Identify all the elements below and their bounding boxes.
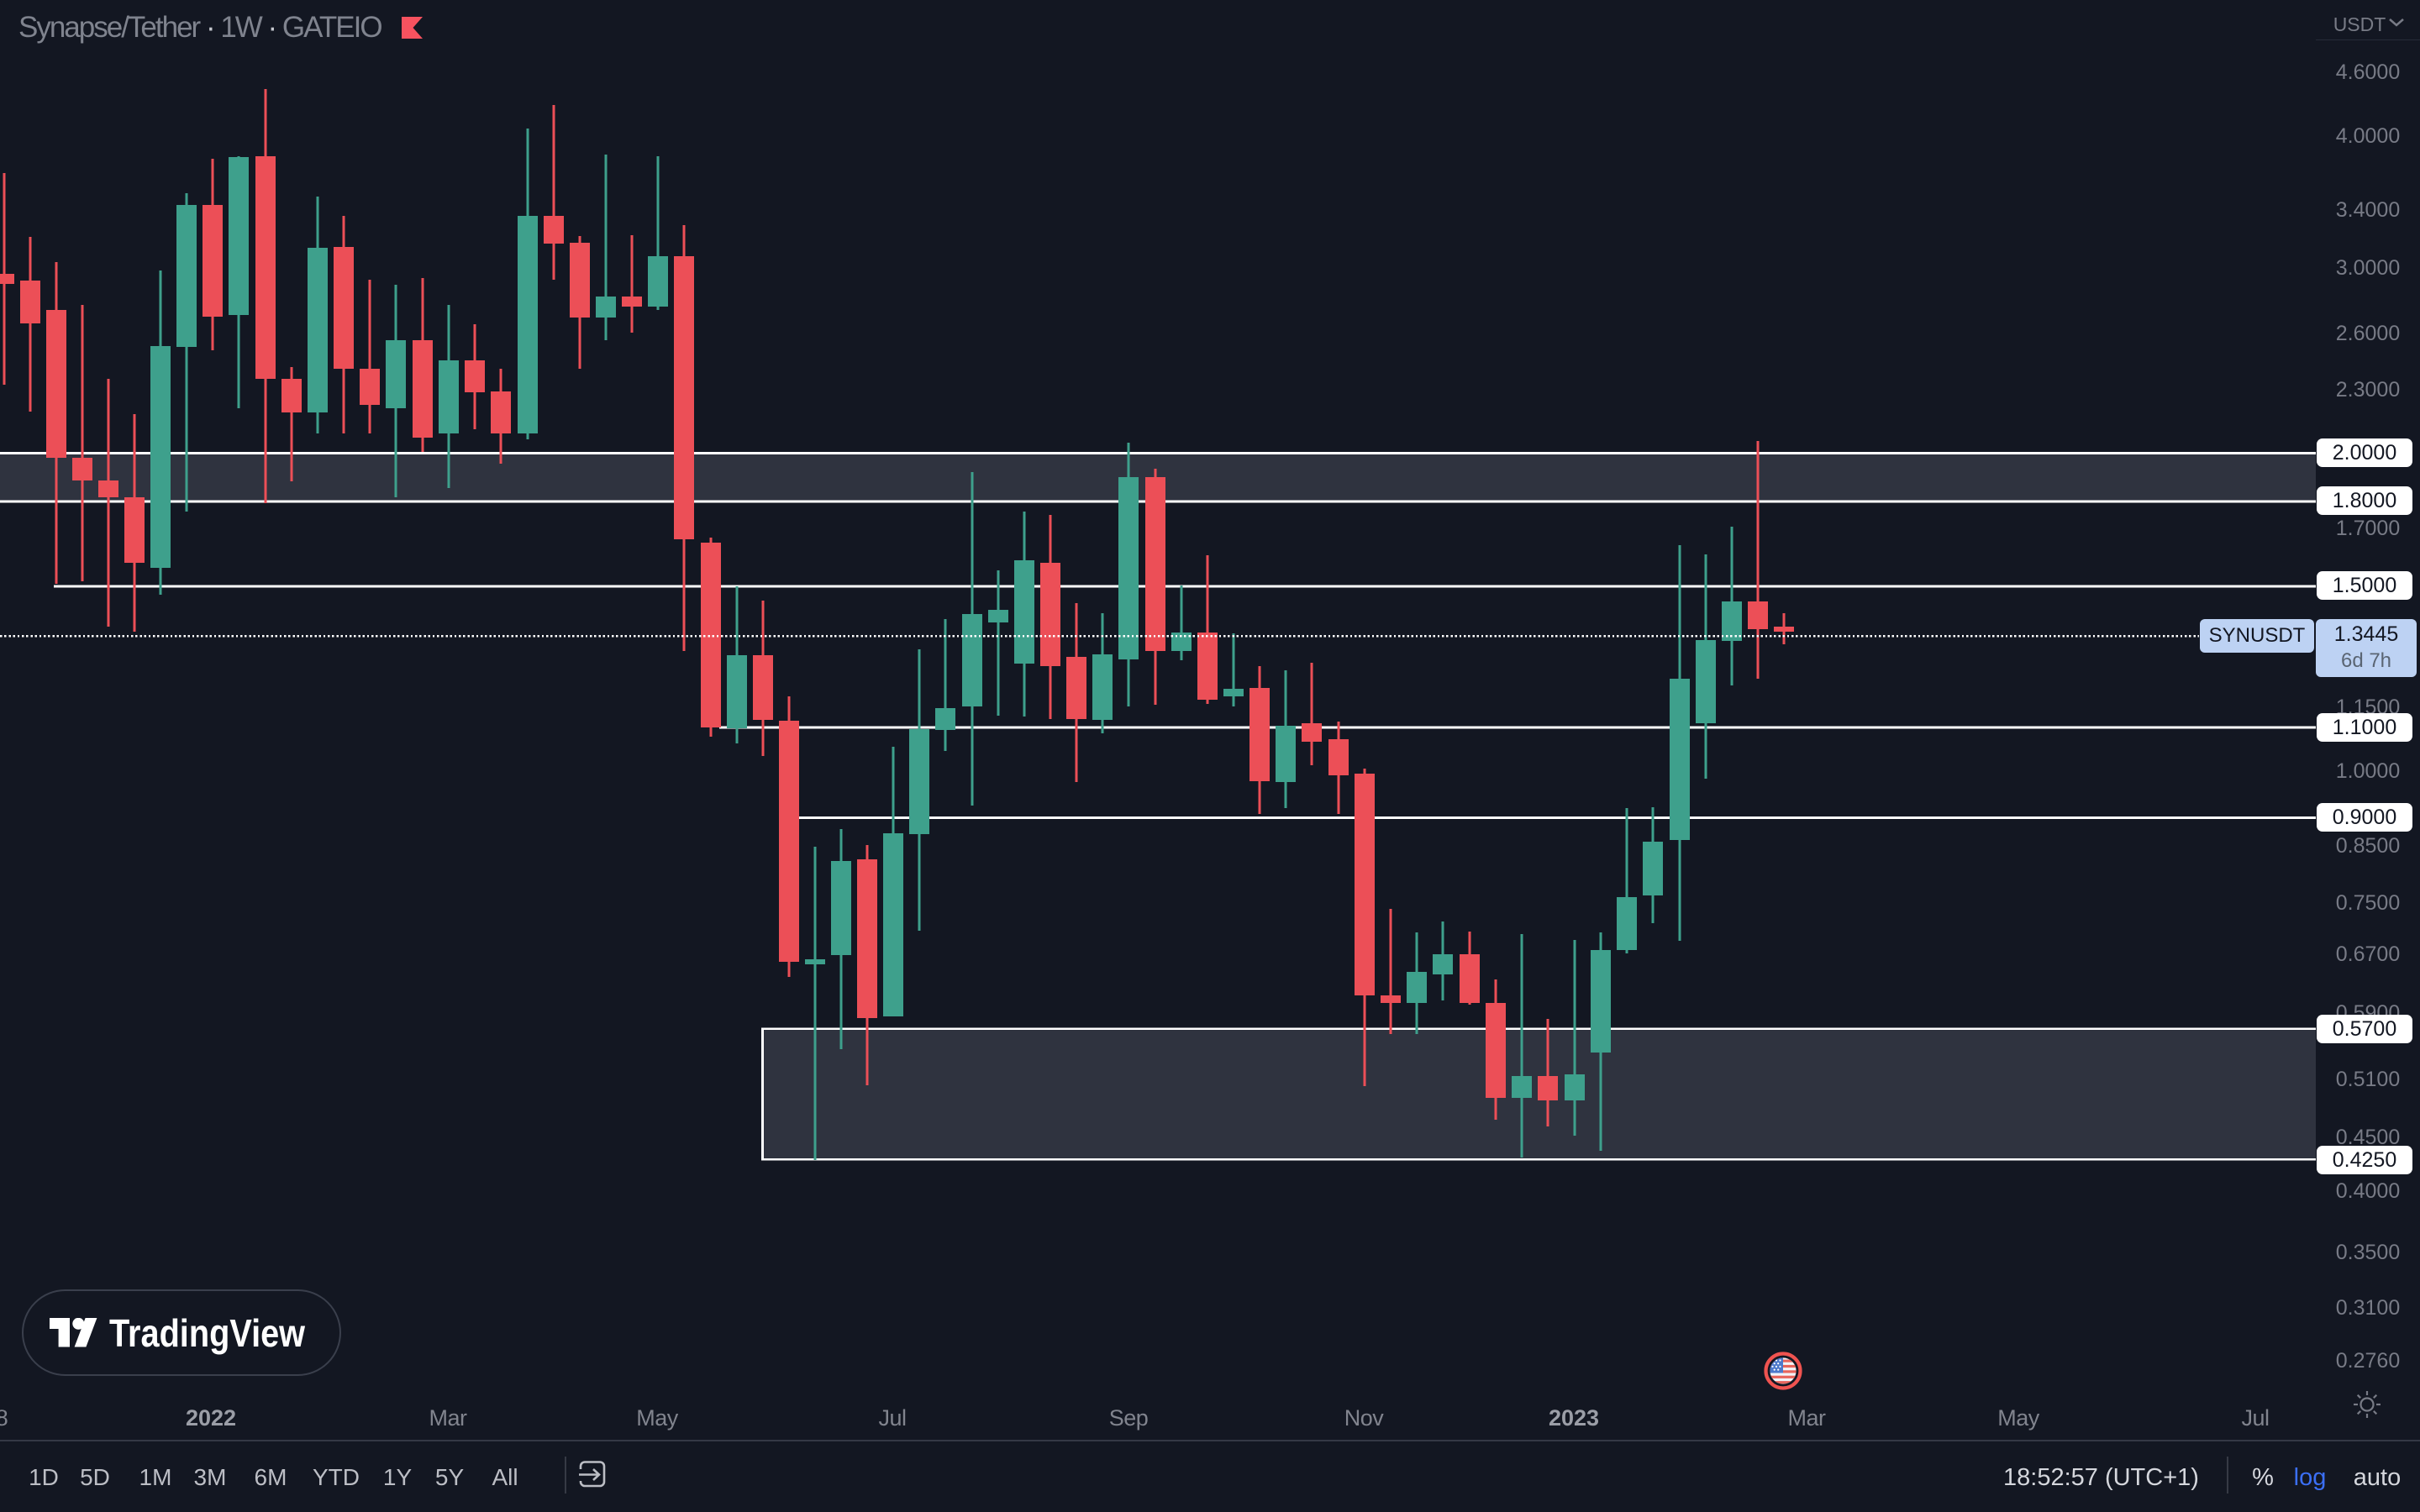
svg-text:TradingView: TradingView [109, 1312, 306, 1355]
